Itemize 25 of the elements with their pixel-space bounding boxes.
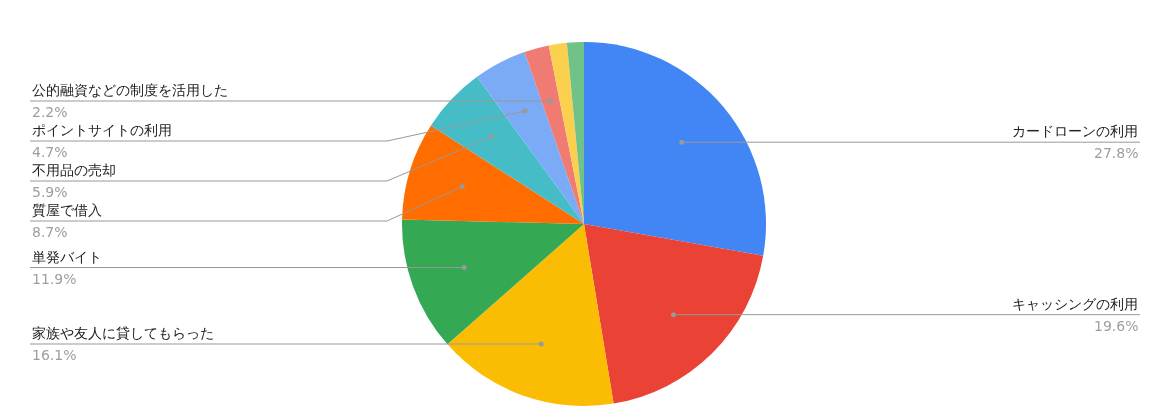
- data-label: 8.7%: [32, 224, 68, 240]
- pie-slice: [402, 125, 584, 224]
- pie-slice: [447, 224, 614, 406]
- pie-slice: [430, 76, 584, 224]
- slice-label: 家族や友人に貸してもらった: [32, 325, 214, 341]
- data-label: 27.8%: [1094, 145, 1139, 161]
- slice-label: カードローンの利用: [1012, 123, 1138, 139]
- data-label: 16.1%: [32, 347, 77, 363]
- slice-label: 公的融資などの制度を活用した: [32, 82, 228, 98]
- slice-label: 不用品の売却: [32, 162, 116, 178]
- pie-slice: [584, 42, 766, 256]
- data-label: 19.6%: [1094, 318, 1139, 334]
- pie-slice: [548, 42, 584, 224]
- pie-slice: [477, 52, 584, 224]
- pie-slice: [524, 45, 584, 224]
- slice-label: キャッシングの利用: [1012, 296, 1138, 312]
- slice-label: 単発バイト: [32, 249, 102, 265]
- data-label: 11.9%: [32, 271, 77, 287]
- data-label: 5.9%: [32, 184, 68, 200]
- data-label: 4.7%: [32, 144, 68, 160]
- data-label: 2.2%: [32, 104, 68, 120]
- pie-slice: [402, 219, 584, 345]
- slice-label: 質屋で借入: [32, 202, 102, 218]
- slice-label: ポイントサイトの利用: [32, 122, 172, 138]
- pie-slice: [584, 224, 764, 404]
